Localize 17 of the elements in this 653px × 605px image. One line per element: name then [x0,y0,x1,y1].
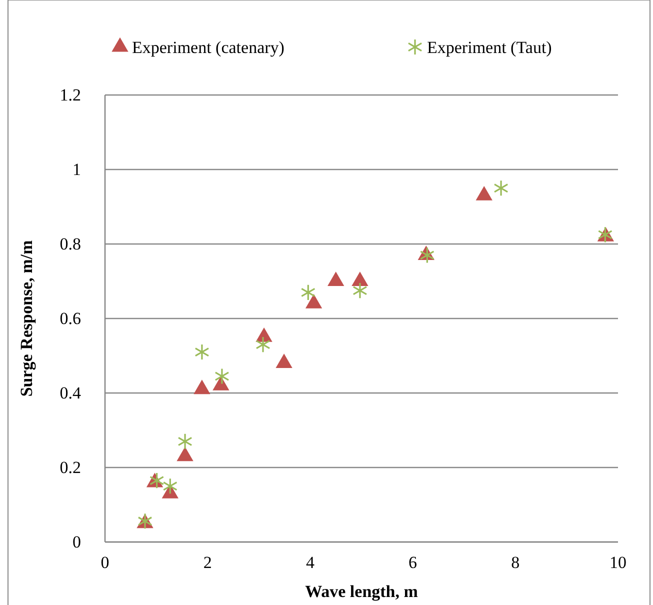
x-tick-label: 4 [306,553,315,572]
x-axis-title: Wave length, m [305,582,418,601]
legend-label: Experiment (Taut) [427,38,552,57]
x-tick-label: 2 [203,553,212,572]
x-tick-label: 0 [100,553,110,572]
x-tick-label: 6 [408,553,418,572]
legend-label: Experiment (catenary) [132,38,284,57]
x-tick-label: 10 [610,553,626,572]
x-tick-label: 8 [511,553,520,572]
y-tick-label: 1.2 [60,85,81,104]
y-tick-label: 0 [72,532,81,552]
y-tick-label: 0.4 [60,383,82,402]
y-tick-label: 0.2 [60,458,81,477]
y-tick-label: 1 [72,160,81,179]
y-tick-label: 0.6 [60,308,81,328]
y-tick-label: 0.8 [60,234,81,254]
y-axis-title: Surge Response, m/m [17,240,36,397]
